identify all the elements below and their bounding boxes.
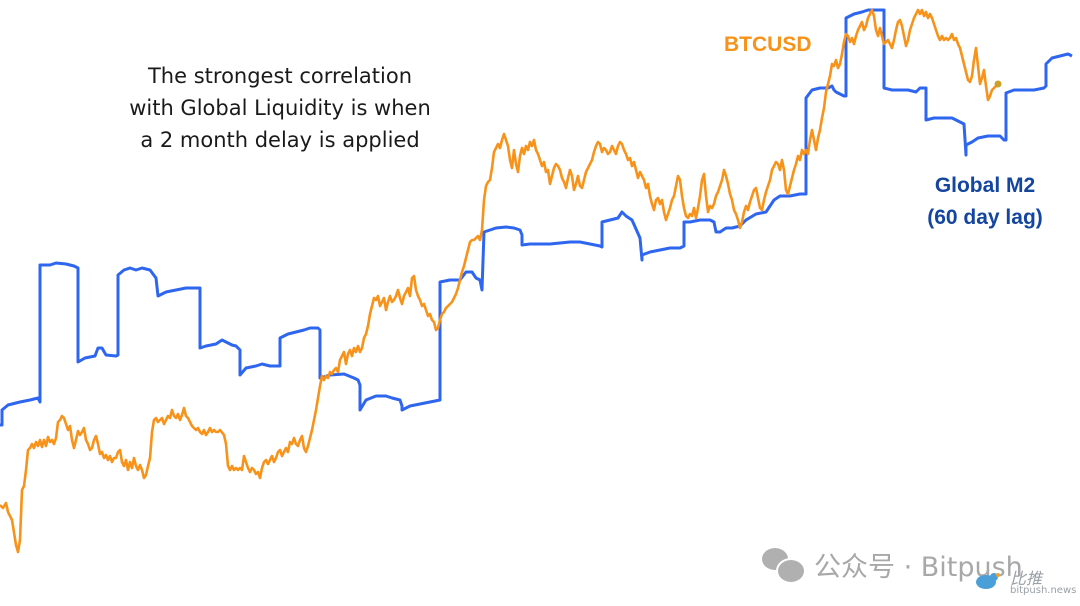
annotation-line-3: a 2 month delay is applied xyxy=(140,128,420,152)
global-m2-line xyxy=(0,8,1073,427)
global-m2-label-line-2: (60 day lag) xyxy=(927,206,1043,229)
bitpush-logo: 比推 bitpush.news xyxy=(972,565,1076,601)
annotation-line-2: with Global Liquidity is when xyxy=(129,96,431,120)
wechat-icon xyxy=(762,547,806,584)
annotation-line-1: The strongest correlation xyxy=(147,64,413,88)
btcusd-line xyxy=(0,8,999,554)
bitpush-logo-url: bitpush.news xyxy=(1010,585,1077,596)
bitpush-logo-cn: 比推 xyxy=(1010,569,1043,588)
global-m2-series-label: Global M2 (60 day lag) xyxy=(905,170,1065,234)
btcusd-last-point-marker xyxy=(994,80,1002,88)
chart-annotation: The strongest correlation with Global Li… xyxy=(105,60,455,156)
bird-icon xyxy=(976,573,1000,589)
global-m2-label-line-1: Global M2 xyxy=(934,174,1036,197)
btcusd-series-label: BTCUSD xyxy=(724,33,812,56)
